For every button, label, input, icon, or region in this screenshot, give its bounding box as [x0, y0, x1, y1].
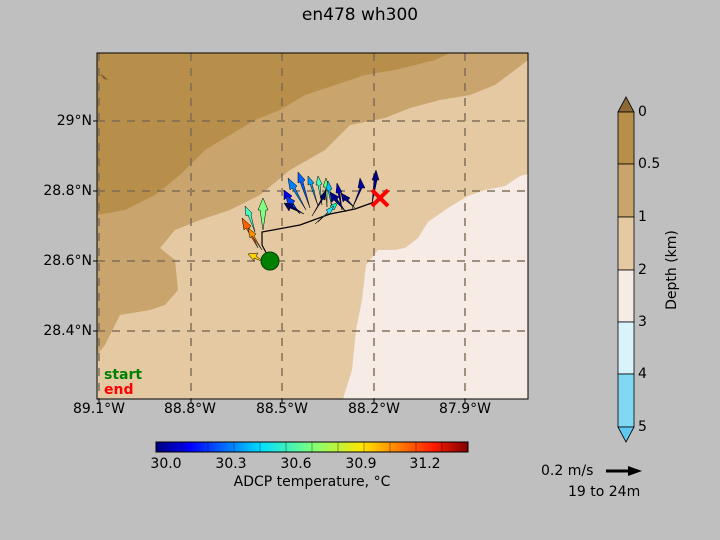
scale-arrow [606, 466, 642, 476]
scale-speed-label: 0.2 m/s [541, 463, 594, 479]
temp-tick-31-2: 31.2 [409, 456, 441, 472]
legend-start: start [104, 367, 143, 383]
island-mark [100, 74, 108, 80]
lon-label-88-2: 88.2°W [347, 401, 400, 417]
axis-ticks [93, 120, 466, 403]
depth-tick-3: 3 [638, 314, 647, 330]
legend-end: end [104, 382, 134, 398]
map-frame [96, 52, 529, 400]
start-marker [260, 251, 280, 271]
end-marker [370, 188, 390, 208]
lon-label-89-1: 89.1°W [72, 401, 125, 417]
temp-colorbar-label: ADCP temperature, °C [233, 474, 391, 490]
lon-label-87-9: 87.9°W [438, 401, 491, 417]
depth-tick-0: 0 [638, 104, 647, 120]
depth-tick-5: 5 [638, 419, 647, 435]
depth-tick-4: 4 [638, 366, 647, 382]
ship-track [261, 199, 381, 261]
bathymetry [97, 53, 528, 399]
scale-depth-range: 19 to 24m [568, 484, 641, 500]
temp-tick-30-3: 30.3 [215, 456, 247, 472]
lat-label-28-8: 28.8°N [43, 183, 92, 199]
depth-tick-2: 2 [638, 262, 647, 278]
current-vectors [241, 169, 380, 263]
lat-label-28-6: 28.6°N [43, 253, 92, 269]
lat-label-29: 29°N [56, 113, 92, 129]
lon-label-88-5: 88.5°W [255, 401, 308, 417]
figure-title: en478 wh300 [301, 5, 419, 25]
lon-label-88-8: 88.8°W [163, 401, 216, 417]
depth-colorbar-label: Depth (km) [664, 230, 680, 310]
temp-tick-30-0: 30.0 [150, 456, 182, 472]
temp-tick-30-6: 30.6 [280, 456, 312, 472]
temp-tick-30-9: 30.9 [345, 456, 377, 472]
lat-label-28-4: 28.4°N [43, 323, 92, 339]
depth-colorbar [617, 96, 635, 443]
depth-tick-1: 1 [638, 209, 647, 225]
depth-tick-0-5: 0.5 [638, 156, 661, 172]
